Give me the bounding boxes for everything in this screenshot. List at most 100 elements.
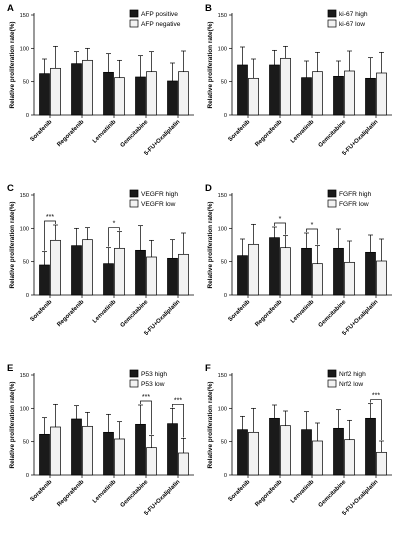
bar-series1 — [103, 431, 114, 476]
legend-swatch — [327, 199, 337, 208]
bar-series1 — [39, 264, 50, 296]
bar-series2 — [82, 239, 93, 296]
panel-label: A — [7, 3, 14, 14]
panel-label: C — [7, 183, 14, 194]
x-tick-label: Gemcitabine — [120, 119, 150, 149]
legend-swatch — [129, 9, 139, 18]
legend-label: ki-67 low — [339, 21, 365, 28]
x-tick-label: 5-FU+Oxaliplatin — [144, 119, 182, 157]
y-tick-label: 150 — [20, 13, 29, 19]
bar-series1 — [365, 251, 376, 296]
significance-label: * — [113, 221, 116, 228]
legend-swatch — [129, 19, 139, 28]
bar-series2 — [50, 426, 61, 476]
bar-series2 — [50, 67, 61, 116]
bar-series1 — [237, 64, 248, 116]
y-axis-label: Relative proliferation rate(%) — [9, 381, 16, 468]
bar-series2 — [376, 451, 387, 476]
panel-d: D Relative proliferation rate(%) 0 50 100 150… — [205, 183, 392, 337]
bar-series1 — [269, 417, 280, 476]
bar-series2 — [146, 256, 157, 296]
bar-series2 — [82, 59, 93, 116]
bar-series2 — [248, 77, 259, 116]
x-tick-label: Lenvatinib — [290, 299, 316, 325]
bar-series1 — [135, 249, 146, 296]
legend-swatch — [327, 189, 337, 198]
significance-bracket — [306, 228, 318, 245]
y-tick-label: 150 — [20, 373, 29, 379]
y-tick-label: 0 — [26, 113, 29, 119]
bar-series2 — [344, 261, 355, 296]
bar-series1 — [135, 423, 146, 476]
legend-label: ki-67 high — [339, 11, 368, 18]
bar-series2 — [376, 260, 387, 296]
significance-label: *** — [142, 394, 150, 401]
legend-label: Nrf2 low — [339, 381, 363, 388]
y-tick-label: 0 — [224, 113, 227, 119]
y-tick-label: 150 — [218, 373, 227, 379]
bar-series1 — [269, 237, 280, 296]
significance-label: * — [311, 222, 314, 229]
significance-bracket — [140, 400, 152, 435]
panel-label: F — [205, 363, 211, 374]
bar-series2 — [280, 57, 291, 116]
bar-series1 — [39, 433, 50, 476]
bar-series2 — [114, 77, 125, 116]
x-tick-label: 5-FU+Oxaliplatin — [144, 299, 182, 337]
y-tick-label: 100 — [218, 46, 227, 52]
bar-series1 — [301, 247, 312, 296]
significance-label: *** — [46, 214, 54, 221]
x-tick-label: Sorafenib — [30, 299, 54, 323]
x-tick-label: 5-FU+Oxaliplatin — [342, 299, 380, 337]
bar-series1 — [135, 76, 146, 116]
bar-series1 — [71, 418, 82, 476]
legend-label: FGFR high — [339, 191, 372, 198]
y-tick-label: 50 — [221, 260, 227, 266]
x-tick-label: 5-FU+Oxaliplatin — [342, 479, 380, 517]
significance-label: * — [279, 216, 282, 223]
y-tick-label: 150 — [218, 13, 227, 19]
panel-label: D — [205, 183, 212, 194]
legend-swatch — [327, 379, 337, 388]
x-tick-label: Sorafenib — [228, 299, 252, 323]
y-tick-label: 100 — [20, 226, 29, 232]
bar-series2 — [146, 447, 157, 476]
bar-series2 — [312, 440, 323, 476]
bar-series1 — [365, 417, 376, 476]
legend-label: P53 low — [141, 381, 165, 388]
panel-label: E — [7, 363, 13, 374]
panel-f: F Relative proliferation rate(%) 0 50 100 150… — [205, 363, 392, 517]
x-tick-label: Lenvatinib — [92, 119, 118, 145]
bar-series1 — [269, 64, 280, 116]
bar-series1 — [103, 71, 114, 116]
y-axis-label: Relative proliferation rate(%) — [9, 201, 16, 288]
x-tick-label: 5-FU+Oxaliplatin — [342, 119, 380, 157]
bar-series1 — [333, 75, 344, 116]
x-tick-label: Gemcitabine — [120, 479, 150, 509]
legend-swatch — [327, 369, 337, 378]
x-tick-label: Regorafenib — [254, 119, 283, 148]
legend-label: Nrf2 high — [339, 371, 366, 378]
significance-label: *** — [372, 393, 380, 400]
bar-series2 — [82, 425, 93, 476]
x-tick-label: Regorafenib — [56, 119, 85, 148]
x-tick-label: Sorafenib — [228, 479, 252, 503]
bar-series2 — [114, 247, 125, 296]
significance-bracket — [172, 403, 184, 438]
legend-swatch — [327, 9, 337, 18]
y-tick-label: 0 — [26, 473, 29, 479]
x-tick-label: Lenvatinib — [92, 299, 118, 325]
y-tick-label: 100 — [20, 406, 29, 412]
bar-series1 — [333, 427, 344, 476]
bar-series1 — [301, 429, 312, 476]
bar-series2 — [178, 452, 189, 476]
bar-series1 — [39, 73, 50, 116]
x-tick-label: Sorafenib — [30, 119, 54, 143]
bar-series1 — [103, 263, 114, 296]
x-tick-label: Lenvatinib — [290, 479, 316, 505]
bar-series2 — [114, 438, 125, 476]
y-tick-label: 100 — [20, 46, 29, 52]
bar-series2 — [146, 71, 157, 116]
panel-c: C Relative proliferation rate(%) 0 50 100 150… — [7, 183, 194, 337]
bar-series2 — [376, 72, 387, 116]
